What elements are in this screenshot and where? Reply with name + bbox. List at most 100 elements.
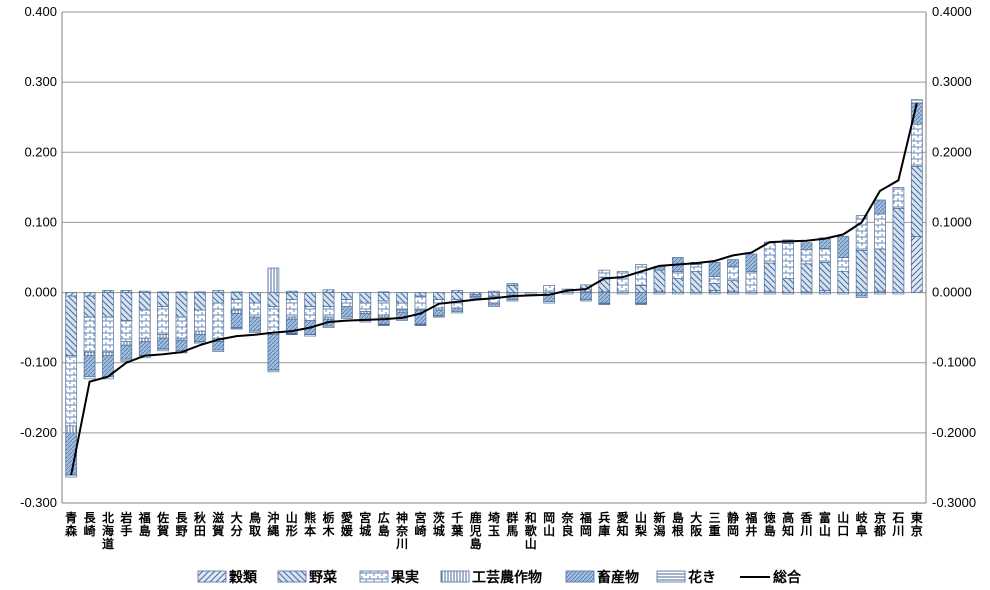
x-tick-label: 島	[470, 536, 482, 551]
x-tick-label: 大	[231, 510, 243, 525]
bar-segment-fruit	[506, 283, 519, 286]
y-tick-label-left: 0.300	[24, 74, 57, 89]
x-tick-label: 島	[672, 510, 684, 525]
bar-segment-flowers	[910, 99, 923, 104]
legend-label: 果実	[390, 569, 419, 586]
bar-segment-livestock	[598, 292, 611, 304]
x-tick-label: 兵	[598, 510, 610, 525]
bar-segment-flowers	[451, 311, 464, 314]
y-tick-label-left: -0.200	[20, 425, 57, 440]
bar-segment-livestock	[727, 259, 739, 267]
bar-segment-flowers	[708, 292, 721, 295]
bar-segment-fruit	[322, 306, 335, 318]
bar-segment-flowers	[230, 327, 243, 330]
bar-segment-fruit	[543, 285, 555, 293]
x-tick-label: 静	[727, 510, 739, 525]
x-tick-label: 島	[764, 523, 776, 538]
bar-segment-livestock	[855, 292, 868, 297]
legend-swatch-livestock	[565, 570, 595, 583]
bar-segment-fruit	[285, 299, 298, 318]
bar-segment-vegetables	[175, 292, 188, 318]
bar-segment-flowers	[800, 292, 813, 295]
x-tick-label: 群	[505, 510, 518, 525]
legend-label: 工芸農作物	[472, 569, 542, 586]
bar-segment-vegetables	[819, 262, 831, 291]
x-tick-label: 馬	[506, 524, 518, 538]
x-tick-label: 井	[745, 523, 757, 538]
x-tick-label: 島	[139, 523, 151, 538]
x-tick-label: 根	[672, 523, 684, 538]
bar-segment-flowers	[65, 474, 78, 478]
bar-segment-fruit	[635, 264, 647, 286]
x-tick-label: 形	[286, 524, 298, 538]
x-tick-label: 千	[451, 510, 463, 525]
x-tick-label: 梨	[634, 523, 647, 538]
bar-segment-flowers	[690, 292, 703, 295]
bar-segment-flowers	[635, 302, 647, 305]
x-tick-label: 新	[653, 510, 665, 525]
x-tick-label: 富	[819, 510, 831, 525]
legend-swatch-grain	[197, 570, 227, 583]
bar-segment-fruit	[892, 187, 905, 209]
bar-segment-vegetables	[488, 292, 500, 297]
x-tick-label: 長	[84, 510, 97, 525]
x-tick-label: 知	[781, 523, 794, 538]
x-tick-label: 崎	[414, 523, 426, 538]
bar-segment-livestock	[230, 313, 243, 328]
legend-label: 総合	[773, 569, 802, 586]
x-tick-label: 山	[286, 510, 298, 525]
bar-segment-flowers	[727, 292, 739, 295]
x-tick-label: 手	[120, 523, 132, 538]
bar-segment-flowers	[616, 292, 629, 295]
bar-segment-fruit	[212, 302, 225, 339]
x-tick-label: 山	[837, 510, 849, 525]
bar-segment-vegetables	[433, 292, 445, 300]
bar-segment-flowers	[837, 292, 850, 295]
bar-segment-vegetables	[708, 283, 721, 291]
x-tick-label: 香	[800, 510, 813, 525]
bar-segment-fruit	[249, 302, 261, 318]
bar-segment-flowers	[396, 318, 408, 321]
bar-segment-flowers	[194, 341, 206, 344]
bar-segment-livestock	[83, 355, 96, 378]
bar-segment-industrial-crops	[83, 351, 96, 357]
bar-segment-livestock	[212, 341, 225, 351]
x-tick-label: 佐	[156, 510, 169, 525]
bar-segment-fruit	[341, 299, 353, 307]
bar-segment-fruit	[616, 271, 629, 293]
bar-segment-flowers	[819, 292, 831, 295]
x-tick-label: 分	[231, 523, 243, 538]
x-tick-label: 森	[65, 523, 78, 538]
bar-segment-flowers	[377, 323, 390, 326]
x-tick-label: 川	[891, 524, 904, 538]
x-tick-label: 阜	[856, 523, 868, 538]
x-tick-label: 重	[709, 523, 721, 538]
bar-segment-fruit	[819, 248, 831, 263]
x-tick-label: 福	[138, 510, 151, 525]
bar-segment-fruit	[708, 276, 721, 284]
bar-segment-vegetables	[506, 285, 519, 293]
bar-segment-flowers	[304, 334, 317, 337]
y-tick-label-right: 0.3000	[932, 74, 972, 89]
bar-segment-vegetables	[892, 208, 905, 293]
x-tick-label: 川	[395, 537, 408, 551]
x-tick-label: 岡	[543, 511, 555, 525]
bar-segment-flowers	[580, 299, 592, 302]
bar-segment-fruit	[396, 302, 408, 311]
x-tick-label: 城	[359, 523, 371, 538]
bar-segment-vegetables	[322, 292, 335, 307]
bar-segment-flowers	[598, 302, 611, 305]
y-tick-label-left: 0.000	[24, 285, 57, 300]
bar-segment-livestock	[249, 316, 261, 332]
bar-segment-fruit	[414, 295, 427, 311]
bar-segment-fruit	[138, 309, 151, 339]
bar-segment-livestock	[175, 339, 188, 352]
bar-segment-fruit	[102, 316, 114, 353]
x-tick-label: 高	[782, 510, 794, 525]
bar-segment-vegetables	[102, 292, 114, 318]
x-tick-label: 愛	[617, 510, 629, 525]
bar-segment-vegetables	[285, 292, 298, 300]
gridlines	[62, 11, 926, 504]
bar-segment-industrial-crops	[194, 330, 206, 336]
